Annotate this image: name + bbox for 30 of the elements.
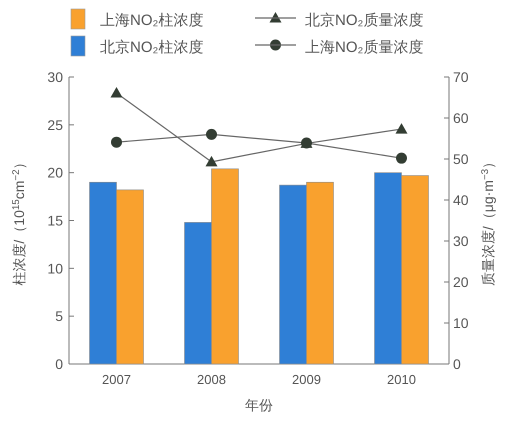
point [110,86,122,98]
y2-tick-label: 70 [453,69,469,85]
point [396,123,408,134]
y2-tick-label: 20 [453,274,469,290]
y-tick-label: 20 [47,164,64,181]
y-tick-label: 0 [55,356,64,372]
legend-label: 北京NO₂质量浓度 [305,12,424,29]
y-tick-label: 10 [47,260,64,276]
y2-tick-label: 40 [453,192,469,208]
y2-tick-label: 0 [453,356,461,372]
point [206,156,218,166]
x-tick-label: 2007 [102,372,131,387]
x-tick-label: 2009 [292,372,321,387]
point [396,152,407,164]
y2-tick-label: 30 [453,233,469,249]
legend-label: 北京NO₂柱浓度 [100,39,204,56]
x-tick-label: 2008 [197,372,226,387]
y2-tick-label: 10 [453,315,469,331]
x-tick-label: 2010 [387,372,416,387]
y-tick-label: 15 [47,212,64,228]
y2-tick-label: 50 [453,151,469,167]
point [206,128,217,140]
point [111,136,122,148]
y2-tick-label: 60 [453,110,469,126]
y-tick-label: 5 [55,308,64,324]
legend-label: 上海NO₂质量浓度 [305,39,424,56]
legend-label: 上海NO₂柱浓度 [100,12,204,29]
y-tick-label: 25 [47,116,64,133]
y-tick-label: 30 [47,69,64,85]
x-axis-title: 年份 [245,397,273,413]
